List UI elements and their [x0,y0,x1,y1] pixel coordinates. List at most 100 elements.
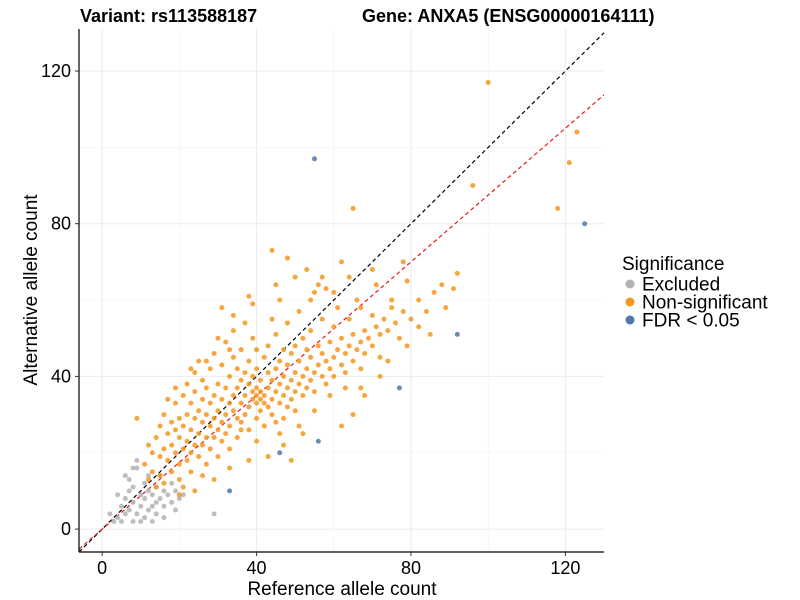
point-non-significant [254,385,260,391]
point-excluded [122,511,128,517]
point-non-significant [269,396,275,402]
point-excluded [138,503,144,509]
point-excluded [134,457,140,463]
point-non-significant [234,385,240,391]
point-non-significant [149,450,155,456]
point-non-significant [134,415,140,421]
point-fdr-0-05 [311,156,317,162]
point-non-significant [389,297,395,303]
point-non-significant [257,389,263,395]
point-non-significant [366,335,372,341]
point-non-significant [281,442,287,448]
point-non-significant [292,389,298,395]
point-non-significant [350,412,356,418]
point-non-significant [331,354,337,360]
point-non-significant [315,362,321,368]
point-non-significant [354,347,360,353]
point-non-significant [296,423,302,429]
point-non-significant [292,408,298,414]
point-non-significant [180,484,186,490]
point-excluded [122,473,128,479]
chart-title-variant: Variant: rs113588187 [80,6,257,26]
point-non-significant [385,328,391,334]
point-non-significant [284,385,290,391]
point-non-significant [188,366,194,372]
x-axis-title: Reference allele count [247,579,437,600]
point-non-significant [157,473,163,479]
point-non-significant [358,366,364,372]
point-non-significant [192,488,198,494]
point-non-significant [354,297,360,303]
point-non-significant [153,434,159,440]
point-non-significant [207,400,213,406]
legend-swatch [625,279,635,289]
legend-label: FDR < 0.05 [642,311,740,332]
point-non-significant [404,343,410,349]
point-non-significant [308,297,314,303]
point-non-significant [184,438,190,444]
point-excluded [142,496,148,502]
point-non-significant [566,160,572,166]
point-non-significant [234,366,240,372]
point-non-significant [346,316,352,322]
point-non-significant [296,381,302,387]
point-excluded [134,465,140,471]
point-non-significant [288,396,294,402]
point-non-significant [200,396,206,402]
point-excluded [142,480,148,486]
point-excluded [111,518,117,524]
point-non-significant [145,442,151,448]
point-non-significant [308,354,314,360]
point-non-significant [311,408,317,414]
point-non-significant [416,324,422,330]
point-non-significant [292,343,298,349]
point-non-significant [157,454,163,460]
point-non-significant [169,469,175,475]
point-non-significant [145,476,151,482]
point-non-significant [439,282,445,288]
point-non-significant [203,461,209,467]
point-non-significant [246,358,252,364]
point-non-significant [242,392,248,398]
point-excluded [169,480,175,486]
point-non-significant [227,400,233,406]
point-non-significant [254,415,260,421]
point-non-significant [230,312,236,318]
point-non-significant [192,442,198,448]
point-non-significant [485,79,491,85]
point-non-significant [408,316,414,322]
point-non-significant [311,289,317,295]
point-non-significant [215,381,221,387]
point-fdr-0-05 [277,450,283,456]
point-non-significant [269,316,275,322]
point-non-significant [400,308,406,314]
point-excluded [118,518,124,524]
point-excluded [149,492,155,498]
point-non-significant [161,446,167,452]
point-excluded [134,511,140,517]
point-non-significant [284,255,290,261]
point-excluded [145,507,151,513]
point-excluded [107,511,113,517]
point-excluded [145,473,151,479]
point-non-significant [207,446,213,452]
point-non-significant [227,446,233,452]
point-non-significant [273,366,279,372]
point-non-significant [288,350,294,356]
point-excluded [145,488,151,494]
point-fdr-0-05 [454,331,460,337]
point-non-significant [377,331,383,337]
point-non-significant [238,347,244,353]
point-non-significant [319,316,325,322]
point-non-significant [362,392,368,398]
point-non-significant [261,354,267,360]
y-tick-label: 40 [51,366,71,386]
point-non-significant [555,205,561,211]
point-non-significant [219,396,225,402]
point-non-significant [203,434,209,440]
point-non-significant [250,301,256,307]
point-non-significant [242,370,248,376]
point-non-significant [296,308,302,314]
